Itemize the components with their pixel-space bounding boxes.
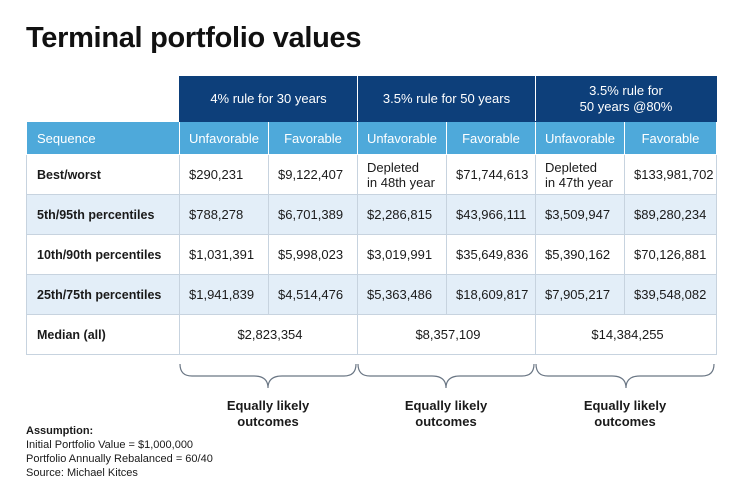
favorable-header: Favorable xyxy=(268,121,358,155)
cell-value: $89,280,234 xyxy=(623,194,718,235)
unfavorable-header: Unfavorable xyxy=(535,121,625,155)
cell-value: $4,514,476 xyxy=(268,274,358,315)
group-label: 4% rule for 30 years xyxy=(210,91,327,106)
cell-value: $43,966,111 xyxy=(446,194,536,235)
cell-value: $3,509,947 xyxy=(535,194,625,235)
cell-value: Depleted in 47th year xyxy=(535,154,625,195)
row-label: 5th/95th percentiles xyxy=(26,194,180,235)
outcome-line1: Equally likely xyxy=(226,398,310,413)
table-row-best-worst: Best/worst $290,231 $9,122,407 Depleted i… xyxy=(26,154,718,195)
table-row-median: Median (all) $2,823,354 $8,357,109 $14,3… xyxy=(26,314,718,355)
cell-value: $39,548,082 xyxy=(623,274,718,315)
outcome-line2: outcomes xyxy=(237,414,299,429)
cell-value: $133,981,702 xyxy=(623,154,718,195)
favorable-header: Favorable xyxy=(446,121,536,155)
row-label: Best/worst xyxy=(26,154,180,195)
assumption-heading: Assumption: xyxy=(26,425,94,437)
cell-value: $8,357,109 xyxy=(357,314,536,355)
cell-value: $71,744,613 xyxy=(446,154,536,195)
unfavorable-header: Unfavorable xyxy=(357,121,447,155)
page-title: Terminal portfolio values xyxy=(26,22,362,54)
table-row-5-95: 5th/95th percentiles $788,278 $6,701,389… xyxy=(26,194,718,235)
source-line: Source: Michael Kitces xyxy=(26,467,138,479)
outcome-line2: outcomes xyxy=(594,414,656,429)
cell-value: $2,286,815 xyxy=(357,194,447,235)
cell-line: in 48th year xyxy=(367,174,435,190)
brace-group-2 xyxy=(357,363,535,389)
cell-value: Depleted in 48th year xyxy=(357,154,447,195)
brace-group-3 xyxy=(535,363,715,389)
cell-line: Depleted xyxy=(367,159,420,175)
cell-value: $3,019,991 xyxy=(357,234,447,275)
cell-value: $5,390,162 xyxy=(535,234,625,275)
cell-value: $2,823,354 xyxy=(179,314,358,355)
cell-value: $70,126,881 xyxy=(623,234,718,275)
cell-value: $5,998,023 xyxy=(268,234,358,275)
sub-header-row: Sequence Unfavorable Favorable Unfavorab… xyxy=(26,121,718,155)
group-label: 3.5% rule for 50 years xyxy=(382,91,511,106)
cell-value: $9,122,407 xyxy=(268,154,358,195)
assumption-line-1: Initial Portfolio Value = $1,000,000 xyxy=(26,439,194,451)
group-label-line1: 3.5% rule for xyxy=(589,83,663,98)
cell-value: $7,905,217 xyxy=(535,274,625,315)
portfolio-table: 4% rule for 30 years 3.5% rule for 50 ye… xyxy=(26,76,718,355)
cell-value: $1,941,839 xyxy=(179,274,269,315)
group-header-3-5pct-50yr-80: 3.5% rule for 50 years @80% xyxy=(534,76,718,122)
cell-value: $788,278 xyxy=(179,194,269,235)
table-row-10-90: 10th/90th percentiles $1,031,391 $5,998,… xyxy=(26,234,718,275)
assumption-line-2: Portfolio Annually Rebalanced = 60/40 xyxy=(26,453,213,465)
cell-line: in 47th year xyxy=(545,174,613,190)
outcome-label-1: Equally likely outcomes xyxy=(179,398,357,430)
group-label-line2: 50 years @80% xyxy=(579,99,673,114)
brace-group-1 xyxy=(179,363,357,389)
outcome-label-2: Equally likely outcomes xyxy=(357,398,535,430)
cell-value: $14,384,255 xyxy=(534,314,718,355)
sequence-header: Sequence xyxy=(26,121,180,155)
footnotes: Assumption: Initial Portfolio Value = $1… xyxy=(26,424,213,480)
cell-value: $18,609,817 xyxy=(446,274,536,315)
cell-value: $5,363,486 xyxy=(357,274,447,315)
group-header-3-5pct-50yr: 3.5% rule for 50 years xyxy=(357,76,536,122)
row-label: 25th/75th percentiles xyxy=(26,274,180,315)
cell-value: $35,649,836 xyxy=(446,234,536,275)
group-header-row: 4% rule for 30 years 3.5% rule for 50 ye… xyxy=(26,76,718,122)
curly-braces xyxy=(179,363,715,389)
blank-corner xyxy=(26,76,180,122)
cell-value: $6,701,389 xyxy=(268,194,358,235)
row-label: 10th/90th percentiles xyxy=(26,234,180,275)
cell-line: Depleted xyxy=(545,159,598,175)
group-header-4pct-30yr: 4% rule for 30 years xyxy=(179,76,358,122)
outcome-line1: Equally likely xyxy=(583,398,667,413)
outcome-line2: outcomes xyxy=(415,414,477,429)
row-label: Median (all) xyxy=(26,314,180,355)
cell-value: $1,031,391 xyxy=(179,234,269,275)
outcome-line1: Equally likely xyxy=(404,398,488,413)
table-row-25-75: 25th/75th percentiles $1,941,839 $4,514,… xyxy=(26,274,718,315)
cell-value: $290,231 xyxy=(179,154,269,195)
unfavorable-header: Unfavorable xyxy=(179,121,269,155)
outcome-label-3: Equally likely outcomes xyxy=(536,398,714,430)
favorable-header: Favorable xyxy=(623,121,718,155)
